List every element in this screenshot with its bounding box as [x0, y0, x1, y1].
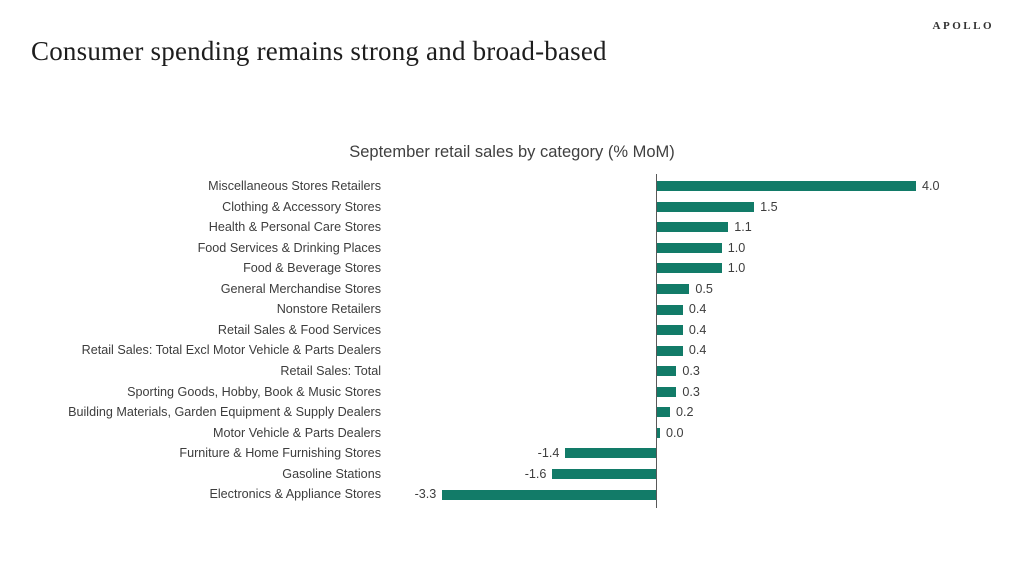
value-label: -1.4 [537, 446, 560, 461]
value-label: 0.4 [688, 343, 707, 358]
category-label: Electronics & Appliance Stores [209, 487, 381, 502]
value-label: 0.4 [688, 302, 707, 317]
bar [657, 407, 670, 418]
value-label: 0.0 [666, 425, 684, 440]
category-label: Sporting Goods, Hobby, Book & Music Stor… [127, 384, 381, 399]
bar [657, 427, 660, 438]
slide-title: Consumer spending remains strong and bro… [31, 36, 607, 66]
category-label: Gasoline Stations [282, 466, 381, 481]
bar [657, 263, 722, 274]
chart-title: September retail sales by category (% Mo… [349, 143, 675, 161]
bar [657, 386, 677, 397]
bar [657, 181, 916, 192]
value-label: 1.1 [734, 220, 752, 235]
bar [442, 489, 656, 500]
value-label: -3.3 [414, 487, 437, 502]
category-label: Nonstore Retailers [276, 302, 381, 317]
bar [657, 201, 755, 212]
category-label: General Merchandise Stores [220, 281, 381, 296]
value-label: 0.5 [695, 281, 713, 296]
value-label: 0.4 [688, 322, 707, 337]
bar [657, 284, 690, 295]
bar [657, 345, 683, 356]
bar [657, 222, 729, 233]
bar [657, 242, 722, 253]
bar [657, 304, 683, 315]
category-label: Retail Sales & Food Services [217, 322, 381, 337]
value-label: 1.5 [760, 199, 778, 214]
value-label: 0.3 [682, 363, 700, 378]
y-axis-line [656, 174, 657, 508]
bar [552, 468, 656, 479]
value-label: 4.0 [922, 179, 940, 193]
value-label: 1.0 [727, 261, 746, 276]
category-label: Health & Personal Care Stores [208, 220, 381, 235]
value-label: 0.2 [675, 405, 694, 420]
category-label: Food & Beverage Stores [243, 261, 381, 276]
bar [657, 325, 683, 336]
category-label: Clothing & Accessory Stores [222, 199, 381, 214]
value-label: 0.3 [682, 384, 700, 399]
category-label: Miscellaneous Stores Retailers [208, 179, 381, 193]
category-label: Retail Sales: Total [280, 363, 381, 378]
category-label: Furniture & Home Furnishing Stores [179, 446, 381, 461]
value-label: -1.6 [524, 466, 547, 481]
bar [657, 366, 677, 377]
category-label: Building Materials, Garden Equipment & S… [68, 405, 381, 420]
value-label: 1.0 [727, 240, 746, 255]
category-label: Motor Vehicle & Parts Dealers [213, 425, 381, 440]
apollo-logo: APOLLO [932, 20, 994, 32]
category-label: Retail Sales: Total Excl Motor Vehicle &… [81, 343, 381, 358]
bar [565, 448, 656, 459]
category-label: Food Services & Drinking Places [197, 240, 381, 255]
